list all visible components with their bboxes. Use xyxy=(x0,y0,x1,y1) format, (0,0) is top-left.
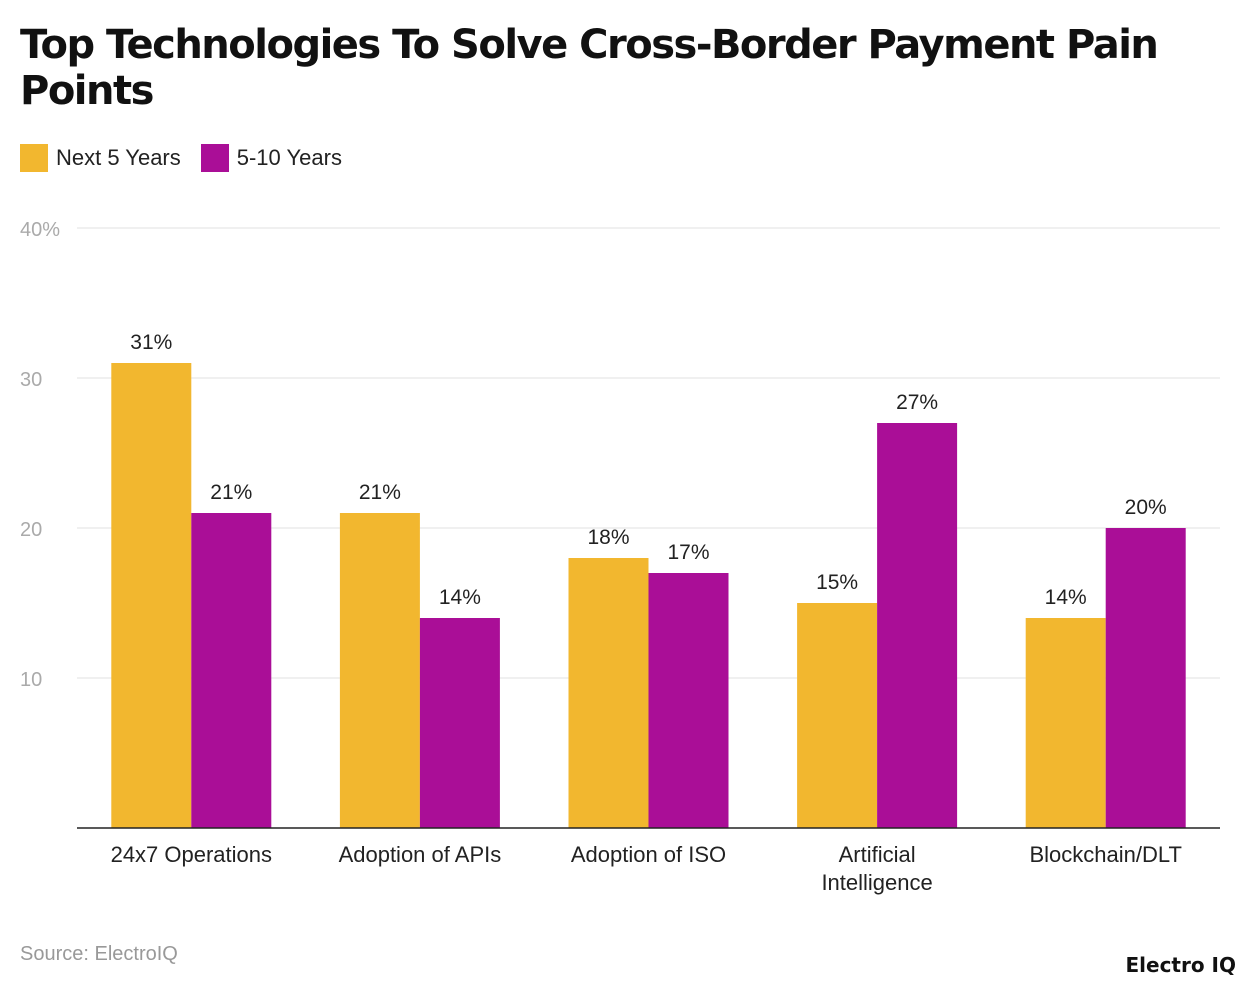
bar xyxy=(1105,528,1186,828)
bar xyxy=(877,423,958,828)
legend: Next 5 Years 5-10 Years xyxy=(20,144,342,172)
bar xyxy=(648,573,729,828)
x-tick-label: Adoption of APIs xyxy=(339,842,502,867)
x-tick-label: Blockchain/DLT xyxy=(1029,842,1181,867)
electroiq-logo: Electro IQ xyxy=(1125,953,1236,977)
legend-label: Next 5 Years xyxy=(56,145,181,170)
data-label: 21% xyxy=(210,481,252,504)
data-label: 14% xyxy=(439,586,481,609)
x-tick-label: Adoption of ISO xyxy=(571,842,726,867)
x-tick-label: Artificial xyxy=(839,842,916,867)
data-label: 15% xyxy=(816,571,858,594)
bar xyxy=(1025,618,1106,828)
data-label: 31% xyxy=(130,331,172,354)
bar xyxy=(568,558,649,828)
data-label: 17% xyxy=(667,541,709,564)
source-note: Source: ElectroIQ xyxy=(20,943,178,965)
bar xyxy=(797,603,878,828)
y-tick-label: 20 xyxy=(20,519,42,541)
bar xyxy=(419,618,500,828)
bar xyxy=(111,363,192,828)
data-label: 20% xyxy=(1125,496,1167,519)
x-tick-label: 24x7 Operations xyxy=(111,842,272,867)
y-tick-label: 10 xyxy=(20,669,42,691)
bar xyxy=(339,513,420,828)
legend-swatch xyxy=(20,144,48,172)
chart-title: Top Technologies To Solve Cross-Border P… xyxy=(20,22,1159,114)
legend-item-5-10-years: 5-10 Years xyxy=(200,144,342,172)
bar xyxy=(191,513,272,828)
x-tick-label: Intelligence xyxy=(821,870,932,895)
legend-swatch xyxy=(200,144,229,172)
y-tick-label: 40% xyxy=(20,219,60,241)
y-tick-label: 30 xyxy=(20,369,42,391)
data-label: 14% xyxy=(1045,586,1087,609)
data-label: 18% xyxy=(587,526,629,549)
data-label: 21% xyxy=(359,481,401,504)
legend-item-next-5-years: Next 5 Years xyxy=(20,144,181,172)
data-label: 27% xyxy=(896,391,938,414)
legend-label: 5-10 Years xyxy=(236,145,342,170)
